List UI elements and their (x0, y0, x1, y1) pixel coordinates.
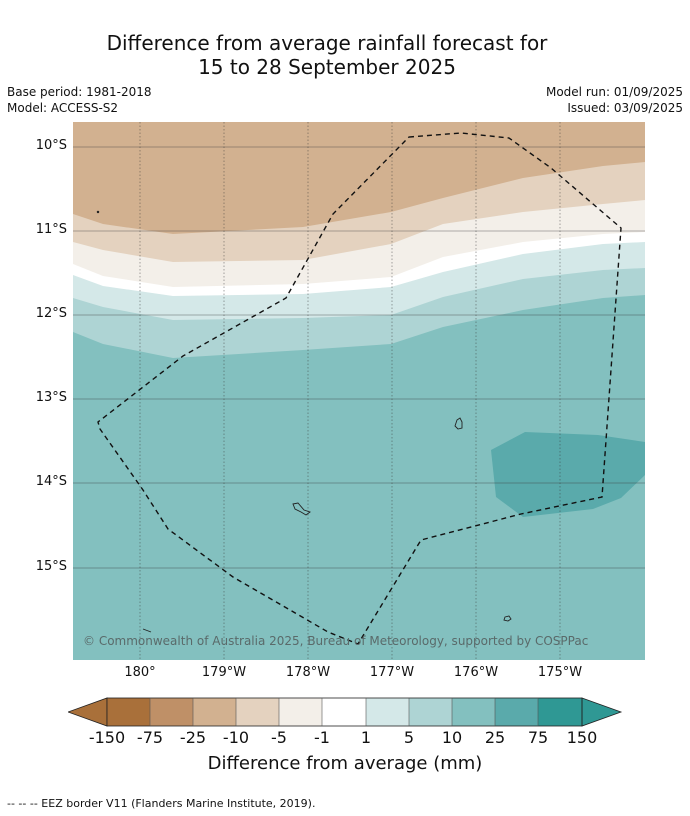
rainfall-map: © Commonwealth of Australia 2025, Bureau… (73, 122, 645, 660)
colorbar-tick: -25 (179, 728, 207, 747)
zone-teal-dark (491, 432, 645, 517)
colorbar-swatch (107, 698, 150, 726)
colorbar-swatch (150, 698, 193, 726)
colorbar-tick: 5 (403, 728, 415, 747)
colorbar-swatch (538, 698, 582, 726)
island-small-east (454, 417, 463, 430)
island-north (96, 210, 100, 214)
colorbar-tick: 1 (360, 728, 372, 747)
colorbar-swatch (452, 698, 495, 726)
colorbar-swatch (236, 698, 279, 726)
colorbar-tick: -10 (222, 728, 250, 747)
colorbar-swatch (193, 698, 236, 726)
lon-label-175w: 175°W (537, 665, 583, 680)
lat-label-12s: 12°S (35, 306, 67, 321)
lat-label-13s: 13°S (35, 390, 67, 405)
colorbar-tick: 10 (441, 728, 463, 747)
lon-label-178w: 178°W (285, 665, 331, 680)
colorbar-extend-low (68, 697, 108, 727)
chart-title-line1: Difference from average rainfall forecas… (106, 31, 548, 55)
base-period: Base period: 1981-2018 (7, 85, 152, 99)
lat-label-15s: 15°S (35, 559, 67, 574)
zone-brown-light (73, 122, 645, 234)
colorbar-tick: -5 (271, 728, 287, 747)
colorbar-swatch (366, 698, 409, 726)
lat-label-11s: 11°S (35, 222, 67, 237)
island-southwest (142, 628, 152, 633)
lon-label-179w: 179°W (201, 665, 247, 680)
lon-label-180: 180° (124, 665, 156, 680)
eez-footnote: -- -- -- EEZ border V11 (Flanders Marine… (7, 797, 316, 810)
lat-label-14s: 14°S (35, 474, 67, 489)
colorbar (68, 697, 623, 727)
colorbar-tick: 150 (566, 728, 598, 747)
colorbar-swatch (279, 698, 322, 726)
colorbar-swatch (495, 698, 538, 726)
colorbar-swatch (409, 698, 452, 726)
colorbar-tick: 25 (484, 728, 506, 747)
lon-label-176w: 176°W (453, 665, 499, 680)
colorbar-tick: -75 (136, 728, 164, 747)
lon-label-177w: 177°W (369, 665, 415, 680)
colorbar-tick: -150 (88, 728, 126, 747)
colorbar-tick: 75 (527, 728, 549, 747)
issued-date: Issued: 03/09/2025 (567, 101, 683, 115)
model-run-date: Model run: 01/09/2025 (545, 85, 683, 99)
colorbar-extend-high (581, 697, 623, 727)
chart-title-line2: 15 to 28 September 2025 (198, 55, 456, 79)
eez-border (97, 132, 622, 645)
lat-label-10s: 10°S (35, 138, 67, 153)
model-name: Model: ACCESS-S2 (7, 101, 119, 115)
colorbar-swatch (322, 698, 366, 726)
island-futuna (292, 502, 311, 516)
colorbar-tick: -1 (314, 728, 330, 747)
colorbar-label: Difference from average (mm) (207, 753, 483, 774)
islands (96, 210, 512, 633)
island-southeast (503, 615, 512, 622)
copyright-text: © Commonwealth of Australia 2025, Bureau… (83, 634, 588, 648)
